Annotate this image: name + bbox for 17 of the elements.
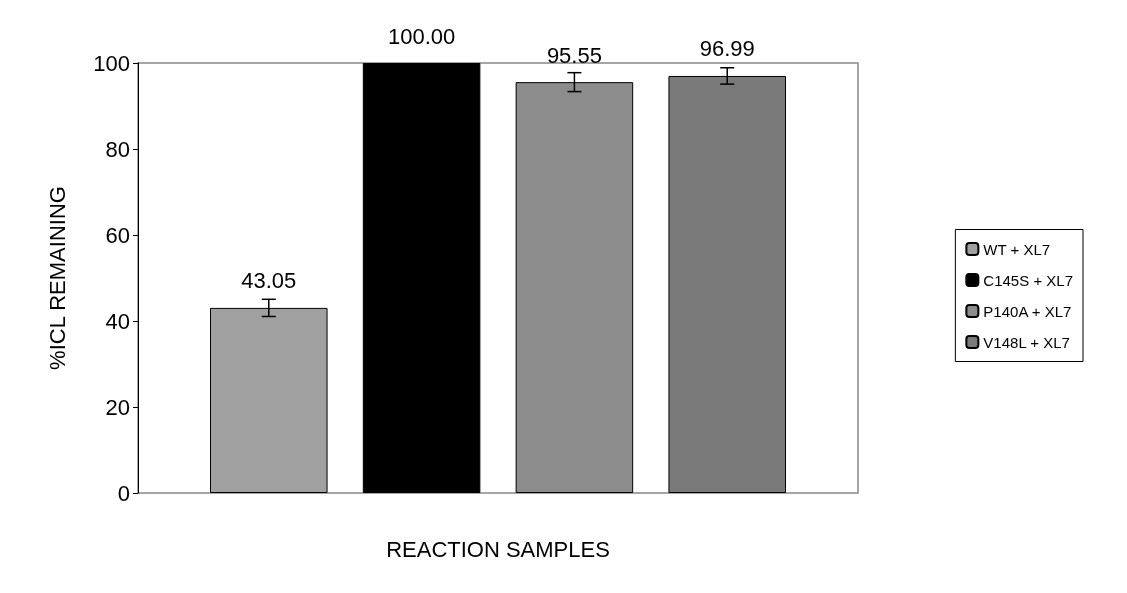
- bar: [362, 63, 481, 493]
- data-label: 95.55: [546, 42, 602, 68]
- legend-label: P140A + XL7: [983, 302, 1072, 320]
- data-label: 96.99: [699, 36, 755, 62]
- y-tick-label: 80: [105, 136, 130, 162]
- data-label: 43.05: [241, 268, 297, 294]
- legend-label: V148L + XL7: [983, 333, 1070, 351]
- y-tick-label: 40: [105, 308, 130, 334]
- legend-label: WT + XL7: [983, 240, 1051, 258]
- x-axis-title: REACTION SAMPLES: [386, 536, 610, 562]
- y-tick-label: 0: [117, 480, 130, 506]
- y-tick-label: 100: [93, 50, 130, 76]
- y-axis-title: %ICL REMAINING: [44, 186, 70, 370]
- y-tick-label: 20: [105, 394, 130, 420]
- data-label: 100.00: [387, 23, 456, 49]
- legend-label: C145S + XL7: [983, 271, 1074, 289]
- y-tick-label: 60: [105, 222, 130, 248]
